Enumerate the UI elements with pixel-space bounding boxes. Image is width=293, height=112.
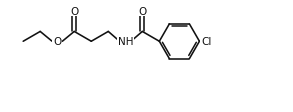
Text: O: O xyxy=(138,6,146,16)
Text: Cl: Cl xyxy=(201,37,211,47)
Text: O: O xyxy=(53,37,61,47)
Text: NH: NH xyxy=(117,37,133,47)
Text: O: O xyxy=(70,6,78,16)
